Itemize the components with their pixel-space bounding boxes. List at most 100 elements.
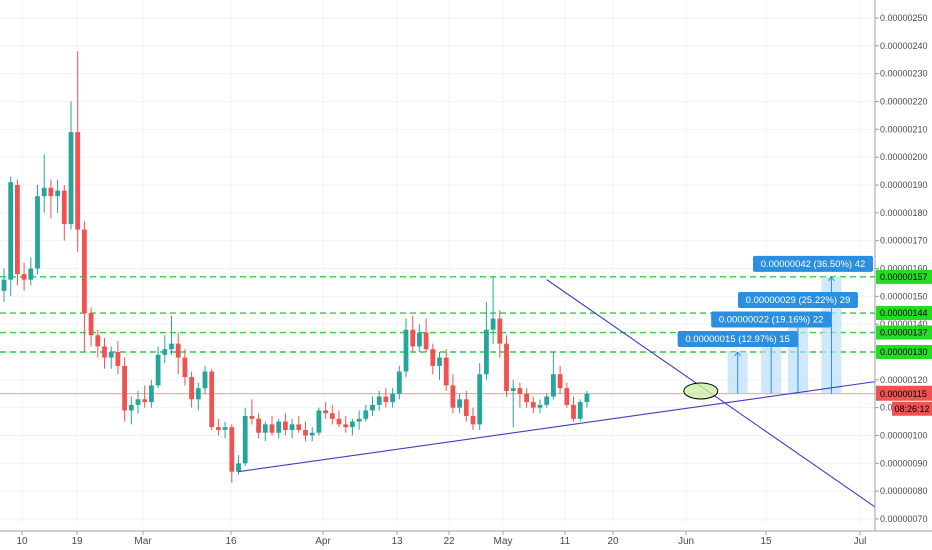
candle-body[interactable]: [577, 402, 583, 419]
candle-body[interactable]: [537, 404, 543, 408]
candle-body[interactable]: [329, 413, 335, 419]
candle-body[interactable]: [222, 427, 228, 430]
candle-body[interactable]: [209, 371, 215, 428]
candle-body[interactable]: [82, 229, 87, 314]
level-price-tag: [876, 306, 932, 321]
candle-body[interactable]: [551, 374, 556, 397]
candle-body[interactable]: [530, 402, 536, 408]
candle-body[interactable]: [403, 329, 409, 372]
candle-body[interactable]: [122, 365, 127, 411]
candle-body[interactable]: [343, 424, 349, 428]
candle-body[interactable]: [256, 418, 261, 433]
candle-body[interactable]: [283, 421, 288, 430]
candle-body[interactable]: [249, 416, 255, 419]
candle-body[interactable]: [128, 404, 134, 411]
y-tick-label: 0.00000210: [880, 124, 928, 134]
candle-body[interactable]: [155, 354, 161, 386]
candle-body[interactable]: [510, 388, 516, 391]
candle-body[interactable]: [1, 279, 7, 291]
candle-body[interactable]: [108, 352, 114, 358]
candle-body[interactable]: [48, 187, 54, 197]
candle-body[interactable]: [289, 424, 295, 430]
candle-body[interactable]: [162, 349, 168, 355]
candle-body[interactable]: [262, 424, 268, 433]
candle-body[interactable]: [477, 374, 483, 425]
candle-body[interactable]: [490, 318, 496, 330]
candle-body[interactable]: [15, 185, 20, 275]
candle-body[interactable]: [376, 396, 382, 405]
y-tick-label: 0.00000140: [880, 319, 928, 329]
candle-body[interactable]: [175, 343, 181, 358]
candle-body[interactable]: [149, 385, 154, 403]
candle-body[interactable]: [216, 427, 221, 430]
candle-body[interactable]: [396, 371, 402, 394]
candle-body[interactable]: [28, 268, 34, 280]
candle-body[interactable]: [363, 410, 369, 419]
candle-body[interactable]: [68, 132, 74, 224]
candle-body[interactable]: [564, 388, 570, 405]
candle-body[interactable]: [336, 418, 342, 425]
candle-body[interactable]: [484, 329, 489, 375]
candle-body[interactable]: [102, 346, 107, 358]
candle-body[interactable]: [450, 385, 456, 408]
x-tick-label: 15: [760, 536, 772, 547]
candle-body[interactable]: [356, 418, 362, 422]
candle-body[interactable]: [135, 399, 141, 405]
candle-body[interactable]: [296, 424, 302, 430]
candle-body[interactable]: [370, 404, 375, 411]
candle-body[interactable]: [242, 416, 248, 464]
y-tick-label: 0.00000220: [880, 97, 928, 107]
candle-body[interactable]: [309, 432, 315, 436]
candle-body[interactable]: [390, 393, 395, 403]
candle-body[interactable]: [35, 196, 40, 269]
candle-body[interactable]: [169, 343, 174, 350]
candle-body[interactable]: [189, 377, 194, 400]
candle-body[interactable]: [584, 393, 590, 403]
candle-body[interactable]: [524, 393, 529, 403]
candle-body[interactable]: [55, 190, 60, 197]
level-price-tag-label: 0.00000144: [880, 308, 928, 318]
candle-body[interactable]: [269, 424, 275, 433]
candle-body[interactable]: [323, 410, 328, 414]
trendline-support[interactable]: [238, 380, 878, 473]
candle-body[interactable]: [316, 410, 322, 433]
candle-body[interactable]: [517, 388, 523, 394]
candle-body[interactable]: [41, 187, 47, 197]
candle-body[interactable]: [88, 313, 94, 336]
candle-body[interactable]: [443, 357, 449, 386]
candle-body[interactable]: [276, 421, 282, 433]
candle-body[interactable]: [571, 404, 576, 419]
candle-body[interactable]: [202, 371, 208, 389]
measure-label-box: [737, 292, 858, 309]
candle-body[interactable]: [75, 132, 81, 230]
candle-body[interactable]: [504, 343, 509, 391]
candle-body[interactable]: [497, 318, 503, 344]
candle-body[interactable]: [350, 421, 355, 428]
candle-body[interactable]: [430, 349, 436, 366]
candle-body[interactable]: [142, 399, 148, 403]
highlight-ellipse[interactable]: [683, 382, 719, 400]
candle-body[interactable]: [21, 274, 27, 280]
candle-body[interactable]: [229, 427, 235, 472]
candle-body[interactable]: [95, 335, 101, 347]
candle-body[interactable]: [470, 416, 476, 425]
candle-body[interactable]: [457, 399, 462, 408]
candle-body[interactable]: [303, 429, 308, 436]
candle-body[interactable]: [61, 190, 67, 224]
candle-body[interactable]: [383, 396, 389, 403]
candle-body[interactable]: [410, 329, 416, 347]
candle-body[interactable]: [115, 352, 121, 366]
x-tick-label: Jun: [678, 536, 694, 547]
candle-body[interactable]: [195, 388, 201, 400]
candle-body[interactable]: [417, 332, 422, 347]
candle-body[interactable]: [8, 182, 14, 280]
x-tick-label: 10: [16, 536, 28, 547]
candle-body[interactable]: [437, 357, 442, 366]
candle-body[interactable]: [182, 357, 188, 378]
candle-body[interactable]: [236, 463, 241, 472]
candle-body[interactable]: [544, 396, 550, 405]
candle-body[interactable]: [423, 332, 429, 350]
candle-body[interactable]: [463, 399, 469, 417]
candle-body[interactable]: [557, 374, 563, 389]
